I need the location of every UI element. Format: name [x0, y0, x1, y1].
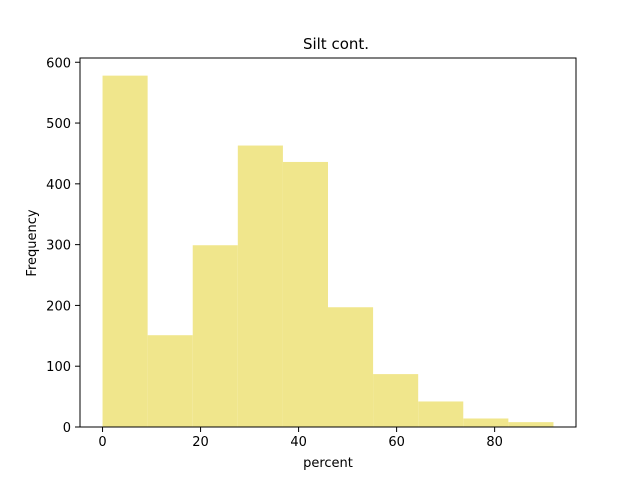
histogram-bar [237, 145, 283, 428]
histogram-bar [328, 307, 374, 427]
y-axis-ticks: 0 100 200 300 400 500 600 [46, 56, 80, 436]
y-tick-label: 500 [46, 117, 71, 132]
plot-frame [79, 57, 577, 428]
y-tick-label: 600 [46, 56, 71, 71]
histogram-bar [508, 422, 554, 427]
y-tick-label: 300 [46, 239, 71, 254]
histogram-bar [102, 75, 148, 427]
chart-title: Silt cont. [303, 35, 369, 53]
histogram-bar [147, 335, 193, 427]
x-axis-ticks: 0 20 40 60 80 [98, 427, 503, 450]
x-tick-label: 20 [192, 435, 209, 450]
y-tick-label: 400 [46, 178, 71, 193]
x-tick-label: 80 [486, 435, 503, 450]
y-tick-label: 0 [63, 421, 71, 436]
x-axis-label: percent [303, 456, 353, 471]
bars-group [102, 75, 554, 428]
x-tick-label: 0 [98, 435, 106, 450]
y-axis-label: Frequency [25, 209, 40, 276]
histogram-bar [418, 401, 464, 427]
y-tick-label: 100 [46, 360, 71, 375]
y-tick-label: 200 [46, 299, 71, 314]
histogram-bar [463, 418, 509, 427]
histogram-bar [282, 161, 328, 428]
x-tick-label: 40 [290, 435, 307, 450]
histogram-bar [373, 374, 419, 427]
histogram-bar [192, 245, 238, 427]
x-tick-label: 60 [388, 435, 405, 450]
